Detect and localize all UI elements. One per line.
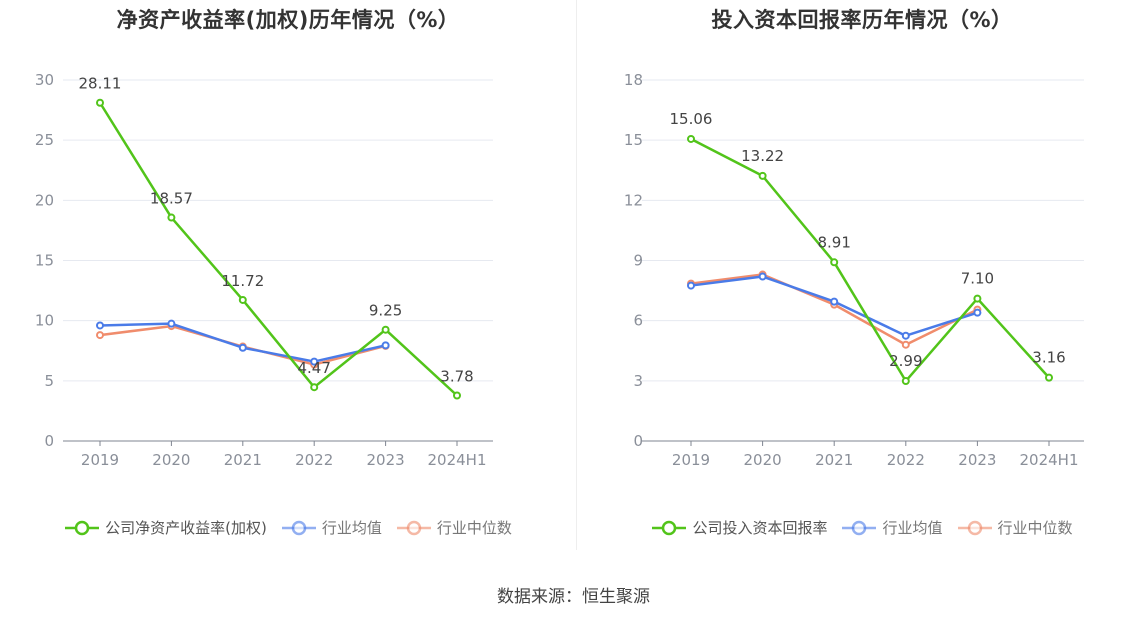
legend-marker <box>406 520 422 535</box>
data-label: 3.16 <box>1032 349 1065 367</box>
data-point[interactable] <box>238 343 247 352</box>
y-tick-label: 15 <box>35 252 54 270</box>
legend-label: 行业均值 <box>321 519 382 537</box>
legend-line-icon <box>842 520 877 535</box>
data-label: 2.99 <box>889 352 922 370</box>
data-point[interactable] <box>381 341 390 350</box>
data-point[interactable] <box>310 357 319 366</box>
legend-marker <box>74 520 90 535</box>
data-point[interactable] <box>381 325 390 334</box>
series-line <box>690 273 978 346</box>
x-tick-label: 2022 <box>887 451 925 469</box>
chart-title: 投入资本回报率历年情况（%） <box>711 8 1013 32</box>
x-tick-label: 2022 <box>295 451 333 469</box>
x-tick-label: 2021 <box>815 451 853 469</box>
y-tick-label: 15 <box>624 131 643 149</box>
series-line <box>690 137 1050 383</box>
legend-marker <box>967 520 982 535</box>
chart-title: 净资产收益率(加权)历年情况（%） <box>116 8 460 32</box>
roic-chart: 投入资本回报率历年情况（%） 0 3 6 9 12 15 18 2019 2020 2021 202… <box>577 0 1147 550</box>
legend-marker <box>291 520 307 535</box>
legend-item[interactable]: 公司净资产收益率(加权) <box>64 517 267 538</box>
data-point[interactable] <box>830 297 839 306</box>
data-point[interactable] <box>758 272 767 281</box>
legend-line-icon <box>396 520 431 535</box>
legend-label: 行业中位数 <box>436 519 512 537</box>
y-tick-label: 20 <box>35 191 54 209</box>
legend-label: 公司净资产收益率(加权) <box>105 519 267 537</box>
data-label: 8.91 <box>817 233 850 251</box>
x-tick-label: 2019 <box>81 451 119 469</box>
panel-divider <box>576 0 577 550</box>
x-tick-label: 2020 <box>744 451 782 469</box>
x-tick-label: 2024H1 <box>428 451 487 469</box>
legend-marker <box>662 520 677 535</box>
legend-label: 行业中位数 <box>997 519 1073 537</box>
y-tick-label: 10 <box>35 312 54 330</box>
data-point[interactable] <box>96 321 104 330</box>
x-tick-label: 2020 <box>152 451 190 469</box>
data-point[interactable] <box>238 295 247 304</box>
data-label: 15.06 <box>670 110 713 128</box>
data-point[interactable] <box>687 134 695 143</box>
data-label: 18.57 <box>150 190 193 208</box>
legend-marker <box>852 520 867 535</box>
data-point[interactable] <box>453 391 461 400</box>
y-tick-label: 0 <box>44 432 54 450</box>
x-tick-label: 2023 <box>958 451 996 469</box>
data-point[interactable] <box>901 377 910 386</box>
y-tick-label: 3 <box>633 372 643 390</box>
roic-plot: 0 3 6 9 12 15 18 2019 2020 2021 2022 2023 2024H1 15.0… <box>624 71 1084 469</box>
roic-legend: 公司投入资本回报率 行业均值 行业中位数 <box>577 517 1147 538</box>
data-point[interactable] <box>973 294 982 303</box>
x-tick-label: 2021 <box>224 451 262 469</box>
legend-line-icon <box>281 520 316 535</box>
y-tick-label: 30 <box>35 71 54 89</box>
y-tick-label: 5 <box>44 372 54 390</box>
y-tick-label: 25 <box>35 131 54 149</box>
y-tick-label: 18 <box>624 71 643 89</box>
legend-item[interactable]: 行业中位数 <box>957 517 1073 538</box>
data-label: 7.10 <box>961 270 994 288</box>
data-point[interactable] <box>901 340 910 349</box>
data-point[interactable] <box>830 258 839 267</box>
roe-plot: 0 5 10 15 20 25 30 2019 2020 2021 2022 2023 2024H1 28… <box>35 71 493 469</box>
legend-line-icon <box>65 520 100 535</box>
data-point[interactable] <box>167 319 176 328</box>
x-tick-label: 2023 <box>367 451 405 469</box>
data-point[interactable] <box>96 331 104 340</box>
legend-item[interactable]: 行业均值 <box>841 517 943 538</box>
x-tick-label: 2024H1 <box>1020 451 1079 469</box>
data-label: 4.47 <box>297 359 330 377</box>
y-tick-label: 9 <box>633 252 643 270</box>
data-label: 3.78 <box>440 368 473 386</box>
y-tick-label: 6 <box>633 312 643 330</box>
legend-label: 公司投入资本回报率 <box>692 519 828 537</box>
roe-chart: 净资产收益率(加权)历年情况（%） 0 5 10 15 20 25 30 2019 2020 20… <box>0 0 576 550</box>
data-label: 9.25 <box>369 302 402 320</box>
y-tick-label: 0 <box>633 432 643 450</box>
legend-label: 行业均值 <box>882 519 943 537</box>
data-point[interactable] <box>1045 373 1053 382</box>
legend-line-icon <box>652 520 687 535</box>
legend-item[interactable]: 行业均值 <box>281 517 382 538</box>
x-tick-label: 2019 <box>672 451 710 469</box>
data-point[interactable] <box>687 281 695 290</box>
legend-line-icon <box>957 520 992 535</box>
y-tick-label: 12 <box>624 191 643 209</box>
legend-item[interactable]: 公司投入资本回报率 <box>651 517 827 538</box>
data-point[interactable] <box>758 171 767 180</box>
data-point[interactable] <box>96 98 104 107</box>
data-point[interactable] <box>973 308 982 317</box>
data-source: 数据来源：恒生聚源 <box>497 587 650 607</box>
series-line <box>98 102 458 397</box>
legend-item[interactable]: 行业中位数 <box>396 517 512 538</box>
roe-legend: 公司净资产收益率(加权) 行业均值 行业中位数 <box>0 517 576 538</box>
data-point[interactable] <box>167 213 176 222</box>
data-label: 11.72 <box>221 272 264 290</box>
data-point[interactable] <box>901 331 910 340</box>
data-label: 28.11 <box>79 75 122 93</box>
data-label: 13.22 <box>741 147 784 165</box>
data-point[interactable] <box>310 383 319 392</box>
